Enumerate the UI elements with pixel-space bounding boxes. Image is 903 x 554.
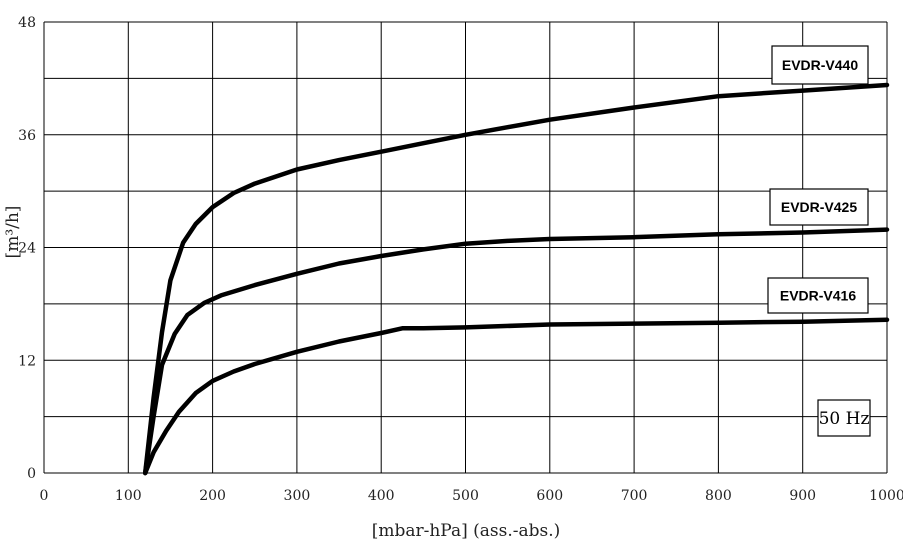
series-label-box-1 <box>769 188 869 226</box>
x-tick-label: 100 <box>115 488 142 504</box>
x-tick-label: 300 <box>284 488 311 504</box>
series-label-1: EVDR-V425 <box>781 199 857 215</box>
x-tick-label: 0 <box>40 488 49 504</box>
frequency-note: 50 Hz <box>817 399 871 437</box>
tick-labels: 0 100 200 300 400 500 600 700 800 900 1000 0 12 24 36 4… <box>18 15 903 504</box>
x-tick-label: 500 <box>452 488 479 504</box>
series-label-box-2 <box>767 277 869 314</box>
x-tick-label: 200 <box>199 488 226 504</box>
x-tick-label: 400 <box>368 488 395 504</box>
y-axis-label: [m³/h] <box>3 206 23 259</box>
y-tick-label: 24 <box>18 241 36 257</box>
grid <box>43 21 888 474</box>
series-line-0 <box>142 82 890 476</box>
y-tick-label: 0 <box>27 466 36 482</box>
series-lines <box>142 82 890 476</box>
y-tick-label: 48 <box>18 15 36 31</box>
series-label-2: EVDR-V416 <box>780 288 856 304</box>
series-label-0: EVDR-V440 <box>782 57 858 73</box>
x-tick-label: 600 <box>536 488 563 504</box>
frequency-note-box <box>817 399 871 437</box>
series-label-box-0 <box>771 45 869 85</box>
x-tick-label: 1000 <box>869 488 903 504</box>
x-axis-label: [mbar-hPa] (ass.-abs.) <box>372 521 561 541</box>
y-tick-label: 12 <box>18 353 36 369</box>
series-labels: EVDR-V440 EVDR-V425 EVDR-V416 <box>767 45 869 314</box>
x-tick-label: 800 <box>705 488 732 504</box>
series-line-1 <box>142 227 890 476</box>
x-tick-label: 700 <box>621 488 648 504</box>
frequency-note-text: 50 Hz <box>819 409 870 429</box>
y-tick-label: 36 <box>18 128 36 144</box>
x-tick-label: 900 <box>789 488 816 504</box>
series-line-2 <box>142 317 890 476</box>
